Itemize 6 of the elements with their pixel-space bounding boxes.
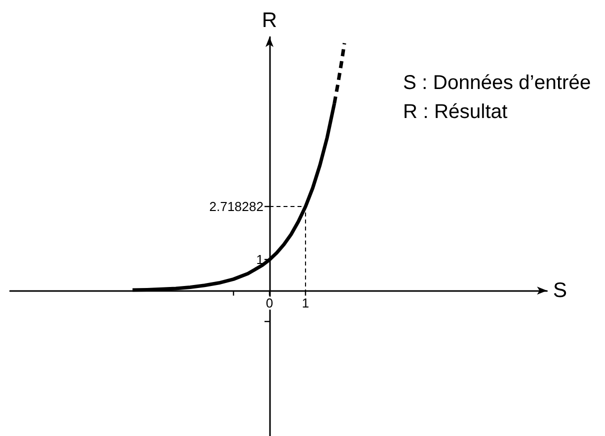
annotation: R : Résultat: [403, 101, 508, 123]
x-axis-title: S: [553, 279, 568, 302]
annotation: S : Données d’entrée: [403, 72, 591, 94]
x-tick-label: 0: [266, 296, 274, 311]
y-axis-title: R: [262, 9, 278, 32]
y-tick-label: 2.718282: [209, 199, 264, 214]
